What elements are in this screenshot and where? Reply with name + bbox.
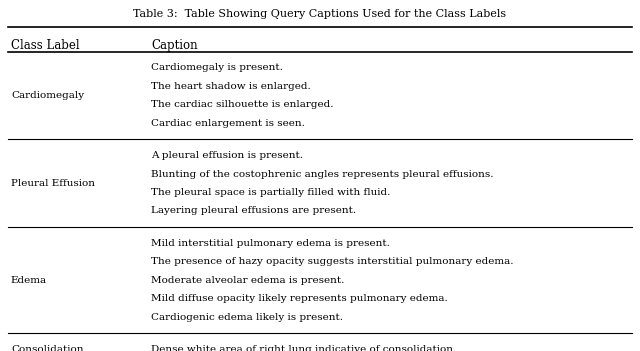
Text: Class Label: Class Label: [11, 39, 79, 52]
Text: Edema: Edema: [11, 276, 47, 285]
Text: The presence of hazy opacity suggests interstitial pulmonary edema.: The presence of hazy opacity suggests in…: [151, 257, 514, 266]
Text: Layering pleural effusions are present.: Layering pleural effusions are present.: [151, 206, 356, 216]
Text: Pleural Effusion: Pleural Effusion: [11, 179, 95, 188]
Text: Cardiogenic edema likely is present.: Cardiogenic edema likely is present.: [151, 313, 343, 322]
Text: Cardiomegaly: Cardiomegaly: [11, 91, 84, 100]
Text: Blunting of the costophrenic angles represents pleural effusions.: Blunting of the costophrenic angles repr…: [151, 170, 493, 179]
Text: Mild interstitial pulmonary edema is present.: Mild interstitial pulmonary edema is pre…: [151, 239, 390, 248]
Text: Cardiomegaly is present.: Cardiomegaly is present.: [151, 64, 283, 72]
Text: Consolidation: Consolidation: [11, 345, 83, 351]
Text: A pleural effusion is present.: A pleural effusion is present.: [151, 151, 303, 160]
Text: The pleural space is partially filled with fluid.: The pleural space is partially filled wi…: [151, 188, 390, 197]
Text: Mild diffuse opacity likely represents pulmonary edema.: Mild diffuse opacity likely represents p…: [151, 294, 448, 303]
Text: The heart shadow is enlarged.: The heart shadow is enlarged.: [151, 82, 311, 91]
Text: Moderate alveolar edema is present.: Moderate alveolar edema is present.: [151, 276, 344, 285]
Text: The cardiac silhouette is enlarged.: The cardiac silhouette is enlarged.: [151, 100, 333, 109]
Text: Cardiac enlargement is seen.: Cardiac enlargement is seen.: [151, 119, 305, 128]
Text: Dense white area of right lung indicative of consolidation.: Dense white area of right lung indicativ…: [151, 345, 456, 351]
Text: Table 3:  Table Showing Query Captions Used for the Class Labels: Table 3: Table Showing Query Captions Us…: [133, 9, 507, 19]
Text: Caption: Caption: [151, 39, 198, 52]
